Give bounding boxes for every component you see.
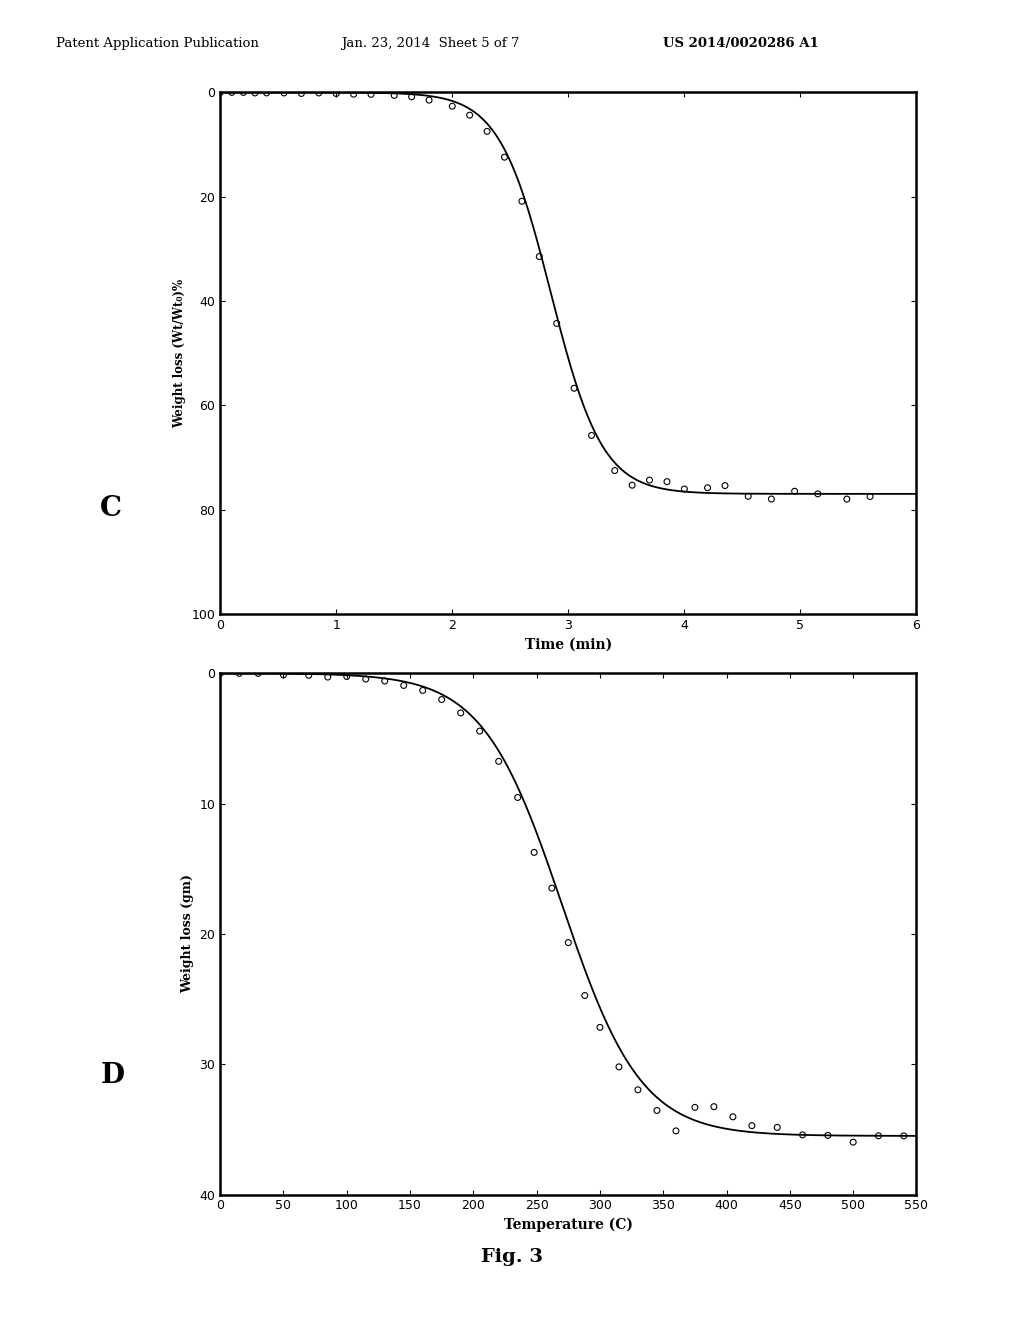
Point: [247, 82, 263, 103]
Point: [624, 475, 640, 496]
Point: [566, 378, 583, 399]
Point: [610, 1056, 627, 1077]
Point: [415, 680, 431, 701]
Text: Patent Application Publication: Patent Application Publication: [56, 37, 259, 50]
X-axis label: Temperature (C): Temperature (C): [504, 1218, 633, 1233]
X-axis label: Time (min): Time (min): [524, 638, 612, 651]
Point: [810, 483, 826, 504]
Point: [896, 1126, 912, 1147]
Point: [560, 932, 577, 953]
Point: [687, 1097, 703, 1118]
Point: [649, 1100, 666, 1121]
Point: [328, 83, 344, 104]
Point: [212, 82, 228, 103]
Point: [577, 985, 593, 1006]
Point: [862, 486, 879, 507]
Point: [293, 83, 309, 104]
Point: [606, 459, 623, 480]
Point: [531, 246, 548, 267]
Point: [870, 1125, 887, 1146]
Point: [453, 702, 469, 723]
Point: [641, 470, 657, 491]
Point: [258, 82, 274, 103]
Point: [526, 842, 543, 863]
Point: [490, 751, 507, 772]
Point: [223, 82, 240, 103]
Point: [786, 480, 803, 502]
Point: [444, 95, 461, 116]
Point: [479, 121, 496, 143]
Point: [658, 471, 675, 492]
Point: [699, 478, 716, 499]
Point: [769, 1117, 785, 1138]
Point: [549, 313, 565, 334]
Point: [510, 787, 526, 808]
Y-axis label: Weight loss (gm): Weight loss (gm): [181, 874, 194, 994]
Point: [514, 190, 530, 211]
Point: [471, 721, 487, 742]
Point: [592, 1016, 608, 1038]
Point: [795, 1125, 811, 1146]
Point: [706, 1096, 722, 1117]
Point: [250, 663, 266, 684]
Point: [345, 83, 361, 104]
Point: [275, 82, 292, 103]
Point: [845, 1131, 861, 1152]
Text: US 2014/0020286 A1: US 2014/0020286 A1: [664, 37, 819, 50]
Point: [386, 84, 402, 106]
Text: C: C: [100, 495, 122, 521]
Point: [743, 1115, 760, 1137]
Point: [301, 665, 317, 686]
Text: Fig. 3: Fig. 3: [481, 1247, 543, 1266]
Point: [403, 86, 420, 107]
Point: [839, 488, 855, 510]
Point: [377, 671, 393, 692]
Point: [717, 475, 733, 496]
Point: [740, 486, 757, 507]
Point: [676, 478, 692, 499]
Point: [630, 1080, 646, 1101]
Point: [236, 82, 252, 103]
Point: [584, 425, 600, 446]
Point: [275, 664, 292, 685]
Point: [462, 104, 478, 125]
Point: [339, 667, 355, 688]
Point: [362, 83, 379, 104]
Point: [725, 1106, 741, 1127]
Point: [395, 675, 412, 696]
Point: [231, 663, 248, 684]
Point: [319, 667, 336, 688]
Point: [212, 663, 228, 684]
Text: D: D: [100, 1063, 124, 1089]
Point: [497, 147, 513, 168]
Y-axis label: Weight loss (Wt/Wt₀)%: Weight loss (Wt/Wt₀)%: [173, 279, 186, 428]
Point: [668, 1121, 684, 1142]
Point: [357, 668, 374, 689]
Point: [310, 82, 327, 103]
Point: [819, 1125, 836, 1146]
Text: Jan. 23, 2014  Sheet 5 of 7: Jan. 23, 2014 Sheet 5 of 7: [341, 37, 519, 50]
Point: [544, 878, 560, 899]
Point: [421, 90, 437, 111]
Point: [433, 689, 450, 710]
Point: [763, 488, 779, 510]
